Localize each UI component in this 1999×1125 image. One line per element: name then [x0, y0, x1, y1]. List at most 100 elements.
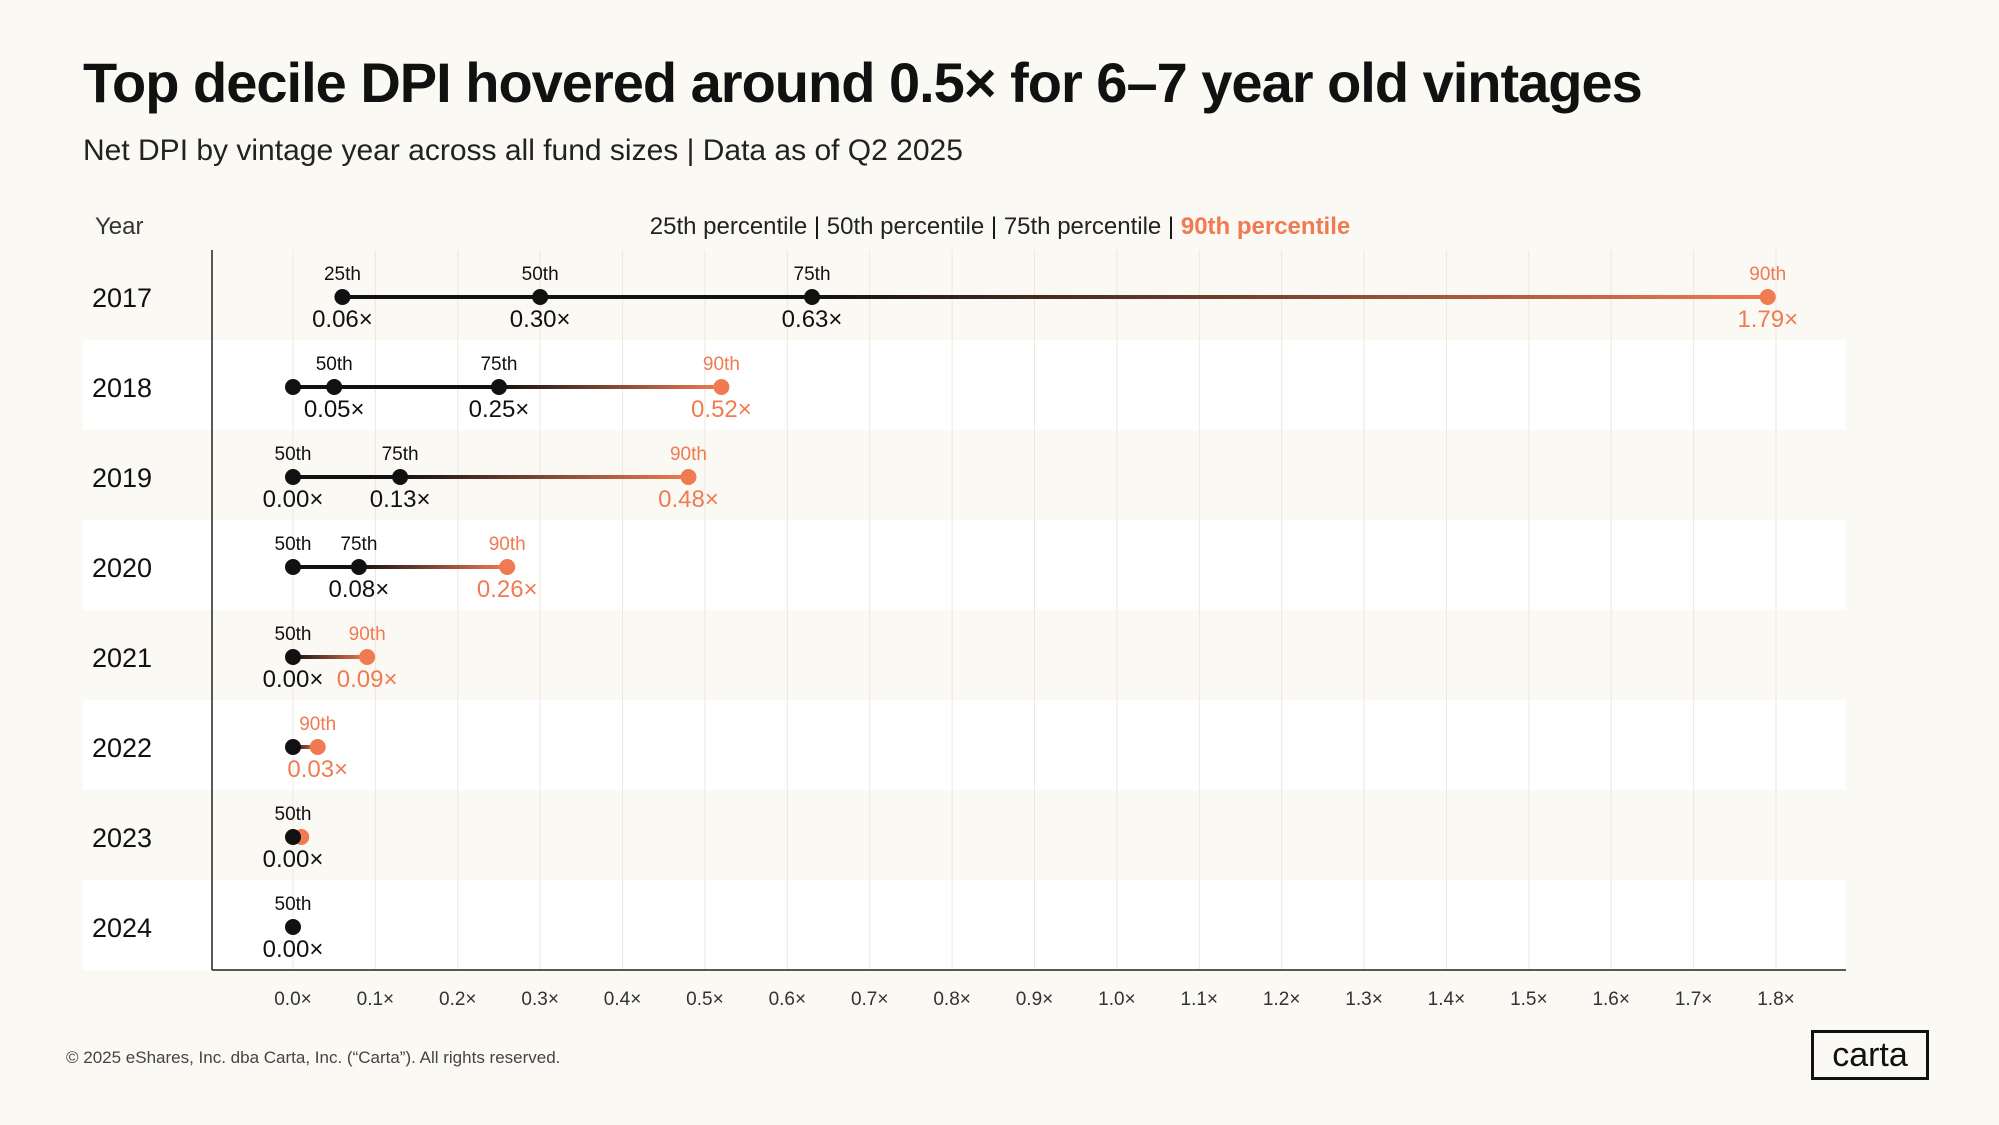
percentile-label: 50th	[522, 264, 559, 285]
percentile-label: 50th	[275, 804, 312, 825]
value-label: 0.26×	[477, 576, 538, 603]
x-tick-label: 1.7×	[1675, 989, 1713, 1010]
data-point	[532, 289, 549, 305]
year-column-header: Year	[95, 213, 144, 240]
x-tick-label: 0.8×	[933, 989, 971, 1010]
x-tick-label: 1.6×	[1592, 989, 1630, 1010]
value-label: 0.25×	[469, 396, 530, 423]
x-tick-label: 0.5×	[686, 989, 724, 1010]
percentile-label: 90th	[670, 444, 707, 465]
page-title: Top decile DPI hovered around 0.5× for 6…	[83, 51, 1643, 114]
data-point	[350, 559, 367, 575]
data-point	[334, 289, 351, 305]
percentile-label: 75th	[794, 264, 831, 285]
x-tick-label: 1.4×	[1428, 989, 1466, 1010]
percentile-label: 75th	[382, 444, 419, 465]
value-label: 0.03×	[287, 756, 348, 783]
page-subtitle: Net DPI by vintage year across all fund …	[83, 134, 963, 167]
year-label: 2018	[92, 373, 152, 403]
value-label: 0.52×	[691, 396, 752, 423]
value-label: 0.48×	[658, 486, 719, 513]
year-label: 2023	[92, 823, 152, 853]
x-tick-label: 1.3×	[1345, 989, 1383, 1010]
x-tick-label: 0.0×	[274, 989, 312, 1010]
year-label: 2024	[92, 913, 152, 943]
legend-separator: |	[1161, 213, 1181, 240]
carta-logo-text: carta	[1832, 1035, 1908, 1074]
percentile-label: 50th	[316, 354, 353, 375]
data-point	[326, 379, 343, 395]
percentile-label: 25th	[324, 264, 361, 285]
value-label: 0.08×	[329, 576, 390, 603]
x-tick-label: 0.6×	[769, 989, 807, 1010]
copyright-footer: © 2025 eShares, Inc. dba Carta, Inc. (“C…	[66, 1048, 561, 1067]
data-point	[392, 469, 409, 485]
value-label: 0.13×	[370, 486, 431, 513]
value-label: 0.05×	[304, 396, 365, 423]
legend-item: 90th percentile	[1181, 213, 1350, 240]
percentile-label: 75th	[340, 534, 377, 555]
data-point	[285, 559, 301, 575]
data-point	[713, 379, 730, 395]
year-label: 2021	[92, 643, 152, 673]
legend-separator: |	[807, 213, 827, 240]
year-label: 2017	[92, 283, 152, 313]
percentile-label: 75th	[480, 354, 517, 375]
value-label: 0.00×	[263, 846, 324, 873]
data-point	[285, 379, 301, 395]
x-tick-label: 0.3×	[521, 989, 559, 1010]
x-tick-label: 1.2×	[1263, 989, 1301, 1010]
data-point	[499, 559, 516, 575]
value-label: 0.30×	[510, 306, 571, 333]
carta-logo: carta	[1811, 1030, 1929, 1080]
row-band	[83, 700, 1846, 790]
data-point	[1759, 289, 1776, 305]
x-tick-label: 0.9×	[1016, 989, 1054, 1010]
data-point	[680, 469, 697, 485]
data-point	[490, 379, 507, 395]
x-tick-label: 1.0×	[1098, 989, 1136, 1010]
year-label: 2022	[92, 733, 152, 763]
value-label: 1.79×	[1737, 306, 1798, 333]
value-label: 0.00×	[263, 486, 324, 513]
legend-item: 50th percentile	[827, 213, 984, 240]
percentile-label: 50th	[275, 444, 312, 465]
year-label: 2019	[92, 463, 152, 493]
data-point	[804, 289, 821, 305]
value-label: 0.00×	[263, 936, 324, 963]
x-tick-label: 1.5×	[1510, 989, 1548, 1010]
data-point	[285, 649, 301, 665]
value-label: 0.09×	[337, 666, 398, 693]
percentile-label: 50th	[275, 534, 312, 555]
legend: 25th percentile | 50th percentile | 75th…	[650, 213, 1351, 240]
percentile-label: 50th	[275, 624, 312, 645]
data-point	[285, 469, 301, 485]
percentile-label: 50th	[275, 894, 312, 915]
data-point	[309, 739, 326, 755]
value-label: 0.63×	[782, 306, 843, 333]
x-tick-label: 0.1×	[357, 989, 395, 1010]
data-point	[285, 739, 301, 755]
legend-item: 75th percentile	[1004, 213, 1161, 240]
percentile-label: 90th	[489, 534, 526, 555]
legend-separator: |	[984, 213, 1004, 240]
x-tick-label: 0.4×	[604, 989, 642, 1010]
data-point	[359, 649, 376, 665]
percentile-label: 90th	[299, 714, 336, 735]
x-tick-label: 0.7×	[851, 989, 889, 1010]
value-label: 0.00×	[263, 666, 324, 693]
data-point	[285, 919, 301, 935]
percentile-label: 90th	[1749, 264, 1786, 285]
x-tick-label: 1.8×	[1757, 989, 1795, 1010]
percentile-label: 90th	[349, 624, 386, 645]
dpi-dot-range-chart: 0.0× 0.1× 0.2× 0.3× 0.4× 0.5× 0.6× 0.7× 0.8× 0.9×…	[83, 213, 1846, 1010]
value-label: 0.06×	[312, 306, 373, 333]
row-band	[83, 880, 1846, 970]
legend-item: 25th percentile	[650, 213, 807, 240]
x-tick-label: 1.1×	[1181, 989, 1219, 1010]
year-label: 2020	[92, 553, 152, 583]
percentile-label: 90th	[703, 354, 740, 375]
x-tick-label: 0.2×	[439, 989, 477, 1010]
data-point	[285, 829, 301, 845]
